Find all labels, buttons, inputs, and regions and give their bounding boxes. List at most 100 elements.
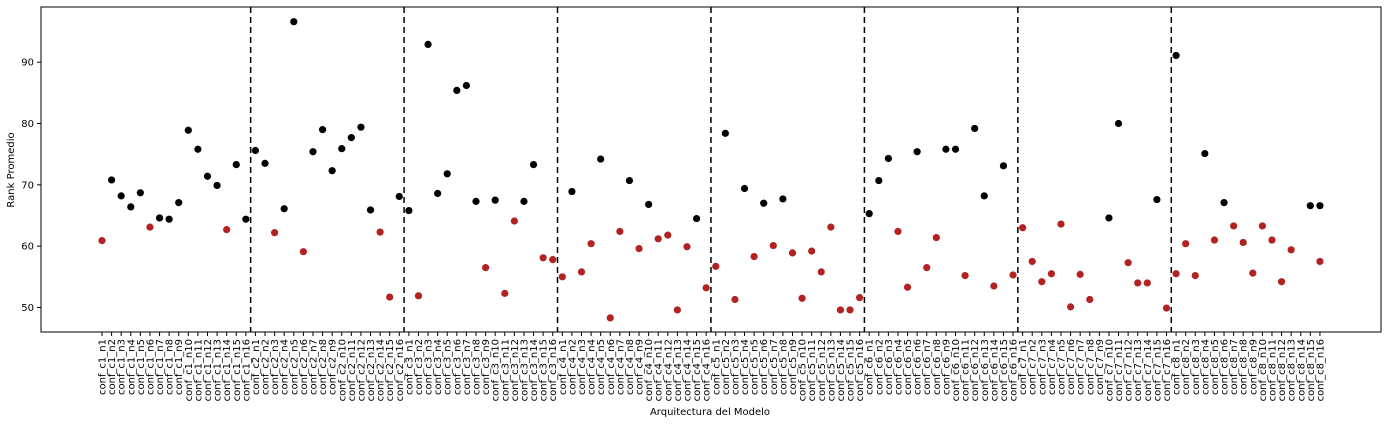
data-point-red: [1162, 304, 1171, 312]
data-point-red: [788, 249, 797, 257]
data-point-red: [482, 264, 490, 272]
x-tick-label: conf_c8_n13: [1287, 339, 1298, 401]
data-point-black: [203, 172, 212, 180]
x-tick-label: conf_c8_n5: [1210, 339, 1221, 395]
data-point-red: [558, 273, 566, 281]
data-point-black: [462, 81, 471, 90]
x-tick-label: conf_c7_n3: [1037, 339, 1048, 395]
data-point-black: [1316, 202, 1324, 210]
x-tick-label: conf_c2_n5: [289, 339, 300, 395]
data-point-red: [376, 228, 384, 236]
x-tick-label: conf_c3_n15: [539, 339, 550, 401]
x-tick-label: conf_c4_n4: [587, 339, 598, 395]
data-point-red: [1191, 271, 1199, 280]
data-point-black: [194, 145, 202, 153]
data-point-black: [117, 192, 125, 200]
x-tick-label: conf_c3_n12: [510, 339, 521, 401]
x-tick-label: conf_c6_n12: [970, 339, 981, 401]
x-tick-label: conf_c7_n9: [1095, 339, 1106, 395]
x-tick-label: conf_c5_n6: [759, 339, 770, 395]
x-tick-label: conf_c5_n1: [711, 339, 722, 395]
data-point-black: [529, 160, 538, 169]
x-tick-label: conf_c3_n10: [491, 339, 502, 401]
data-point-black: [942, 145, 950, 153]
x-tick-label: conf_c8_n16: [1315, 339, 1326, 401]
data-point-black: [491, 196, 499, 204]
data-point-red: [702, 284, 710, 292]
x-tick-label: conf_c7_n14: [1143, 339, 1154, 401]
data-point-red: [827, 223, 835, 231]
x-tick-label: conf_c2_n15: [385, 339, 396, 401]
x-tick-label: conf_c1_n14: [222, 339, 233, 401]
data-point-black: [692, 214, 701, 223]
data-point-black: [155, 214, 164, 222]
data-point-black: [884, 154, 892, 163]
data-point-black: [175, 199, 183, 207]
data-point-black: [1220, 199, 1228, 207]
x-tick-label: conf_c7_n13: [1133, 339, 1144, 401]
data-point-red: [223, 225, 231, 234]
data-point-black: [875, 176, 883, 185]
x-tick-label: conf_c6_n5: [903, 339, 914, 395]
x-tick-label: conf_c1_n1: [98, 339, 109, 395]
x-tick-label: conf_c8_n6: [1220, 339, 1231, 395]
x-tick-label: conf_c4_n14: [682, 339, 693, 401]
data-point-black: [338, 145, 346, 153]
y-tick-label: 70: [21, 180, 34, 191]
data-point-black: [443, 170, 451, 178]
x-tick-label: conf_c2_n8: [318, 339, 329, 395]
data-point-red: [1316, 257, 1324, 266]
data-point-red: [1076, 270, 1084, 278]
data-point-red: [1258, 222, 1266, 230]
x-axis-title: Arquitectura del Modelo: [650, 407, 770, 418]
x-tick-label: conf_c7_n12: [1124, 339, 1135, 401]
x-tick-label: conf_c7_n10: [1104, 339, 1115, 401]
x-tick-label: conf_c2_n13: [366, 339, 377, 401]
x-tick-label: conf_c4_n10: [644, 339, 655, 401]
x-tick-label: conf_c3_n7: [462, 339, 473, 395]
x-tick-label: conf_c6_n13: [980, 339, 991, 401]
data-point-red: [606, 314, 614, 322]
data-point-black: [318, 126, 327, 134]
data-point-red: [673, 306, 682, 314]
data-point-red: [798, 294, 806, 302]
data-point-red: [98, 237, 106, 245]
x-tick-label: conf_c5_n14: [836, 339, 847, 401]
data-point-red: [549, 256, 557, 264]
data-point-red: [750, 252, 758, 261]
x-tick-label: conf_c4_n9: [635, 339, 646, 395]
data-point-red: [894, 227, 902, 236]
data-point-black: [520, 197, 528, 205]
x-tick-label: conf_c8_n4: [1200, 339, 1211, 395]
data-point-black: [951, 145, 960, 153]
data-point-red: [1028, 257, 1036, 266]
x-tick-label: conf_c6_n6: [913, 339, 924, 395]
x-tick-label: conf_c7_n11: [1114, 339, 1125, 401]
x-tick-label: conf_c5_n10: [798, 339, 809, 401]
data-point-black: [107, 176, 116, 184]
x-tick-label: conf_c8_n7: [1229, 339, 1240, 395]
x-tick-label: conf_c2_n16: [395, 339, 406, 401]
y-tick-label: 80: [21, 119, 34, 130]
x-tick-label: conf_c5_n7: [769, 339, 780, 395]
x-tick-label: conf_c6_n14: [989, 339, 1000, 401]
data-point-black: [127, 203, 135, 211]
data-point-red: [932, 233, 940, 242]
data-point-black: [309, 148, 317, 156]
data-point-red: [664, 231, 672, 239]
x-tick-label: conf_c4_n1: [558, 339, 569, 395]
x-tick-label: conf_c6_n4: [893, 339, 904, 395]
data-point-black: [395, 192, 403, 201]
data-point-black: [405, 206, 413, 215]
data-point-red: [1019, 224, 1027, 232]
data-point-black: [740, 184, 749, 193]
data-point-black: [357, 123, 365, 131]
data-point-red: [271, 229, 279, 237]
x-tick-label: conf_c7_n16: [1162, 339, 1173, 401]
data-point-red: [1066, 303, 1075, 311]
data-point-black: [568, 187, 576, 196]
x-tick-label: conf_c5_n3: [730, 339, 741, 395]
x-tick-label: conf_c3_n11: [500, 339, 511, 401]
data-point-red: [510, 217, 518, 225]
x-tick-label: conf_c6_n7: [922, 339, 933, 395]
